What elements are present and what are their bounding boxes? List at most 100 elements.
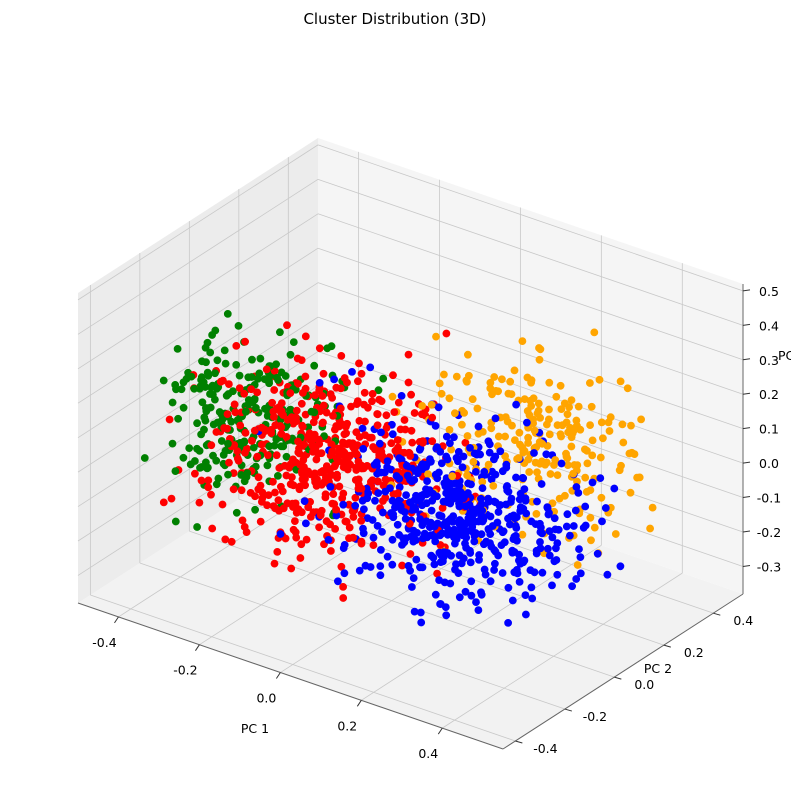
data-point [514, 454, 523, 462]
data-point [455, 516, 464, 524]
data-point [272, 451, 281, 460]
data-point [159, 376, 168, 385]
data-point [332, 505, 340, 514]
data-point [303, 468, 311, 477]
data-point [433, 569, 441, 578]
data-point [298, 421, 306, 430]
data-point [530, 426, 539, 435]
data-point [534, 406, 543, 415]
data-point [538, 529, 546, 538]
data-point [357, 517, 366, 525]
data-point [581, 502, 590, 511]
data-point [275, 328, 284, 337]
data-point [646, 524, 654, 533]
data-point [410, 409, 419, 417]
y-tick-label: -0.4 [533, 741, 557, 756]
data-point [615, 466, 624, 475]
data-point [359, 464, 368, 473]
data-point [455, 481, 464, 490]
data-point [195, 446, 204, 455]
data-point [436, 531, 444, 540]
z-axis-label: PC [778, 348, 791, 363]
data-point [224, 470, 232, 479]
data-point [569, 522, 578, 530]
data-point [423, 477, 431, 485]
data-point [588, 478, 597, 487]
data-point [301, 372, 310, 381]
data-point [553, 421, 562, 429]
data-point [515, 428, 524, 437]
data-point [480, 467, 489, 476]
data-point [571, 506, 580, 515]
data-point [309, 418, 318, 427]
data-point [198, 398, 207, 407]
data-point [455, 593, 464, 602]
data-point [586, 486, 595, 494]
data-point [279, 504, 288, 513]
data-point [230, 400, 239, 409]
data-point [444, 494, 453, 503]
data-point [263, 461, 272, 470]
data-point [458, 463, 467, 472]
data-point [447, 551, 455, 560]
data-point [197, 373, 206, 382]
data-point [174, 414, 182, 423]
data-point [424, 470, 432, 479]
data-point [572, 575, 581, 583]
data-point [388, 560, 397, 569]
data-point [510, 568, 519, 577]
data-point [528, 594, 537, 603]
data-point [254, 473, 263, 482]
data-point [567, 396, 576, 404]
data-point [297, 399, 306, 408]
data-point [484, 437, 493, 446]
z-tick-mark [742, 530, 751, 533]
z-tick-label: 0.5 [759, 284, 779, 299]
data-point [522, 610, 530, 619]
data-point [348, 367, 356, 376]
data-point [218, 500, 227, 509]
data-point [497, 541, 506, 549]
data-point [389, 371, 397, 380]
data-point [400, 508, 409, 516]
data-point [389, 510, 397, 519]
data-point [505, 520, 514, 529]
data-point [596, 474, 605, 482]
x-tick-mark [275, 672, 281, 679]
data-point [193, 523, 201, 531]
data-point [369, 443, 377, 451]
data-point [494, 508, 503, 516]
data-point [325, 465, 333, 474]
data-point [328, 393, 336, 402]
data-point [449, 512, 458, 520]
data-point [315, 386, 324, 395]
data-point [548, 499, 557, 508]
data-point [456, 488, 465, 497]
z-grid-left [77, 178, 319, 335]
data-point [306, 513, 315, 521]
data-point [224, 380, 233, 388]
data-point [521, 591, 530, 599]
data-point [269, 412, 278, 421]
data-point [268, 398, 276, 407]
data-point [292, 406, 301, 415]
data-point [552, 544, 560, 553]
data-point [533, 468, 541, 477]
data-point [345, 439, 353, 447]
data-point [509, 511, 518, 520]
data-point [231, 408, 240, 417]
data-point [490, 566, 498, 574]
data-point [530, 568, 539, 577]
data-point [627, 421, 635, 430]
data-point [435, 379, 444, 388]
data-point [179, 453, 188, 462]
data-point [370, 460, 379, 469]
data-point [298, 388, 307, 397]
data-point [386, 484, 394, 492]
z-grid-back [317, 247, 744, 395]
x-tick-mark [114, 616, 119, 624]
data-point [604, 418, 613, 427]
data-point [427, 506, 436, 515]
data-point [327, 342, 336, 351]
data-point [407, 426, 416, 435]
